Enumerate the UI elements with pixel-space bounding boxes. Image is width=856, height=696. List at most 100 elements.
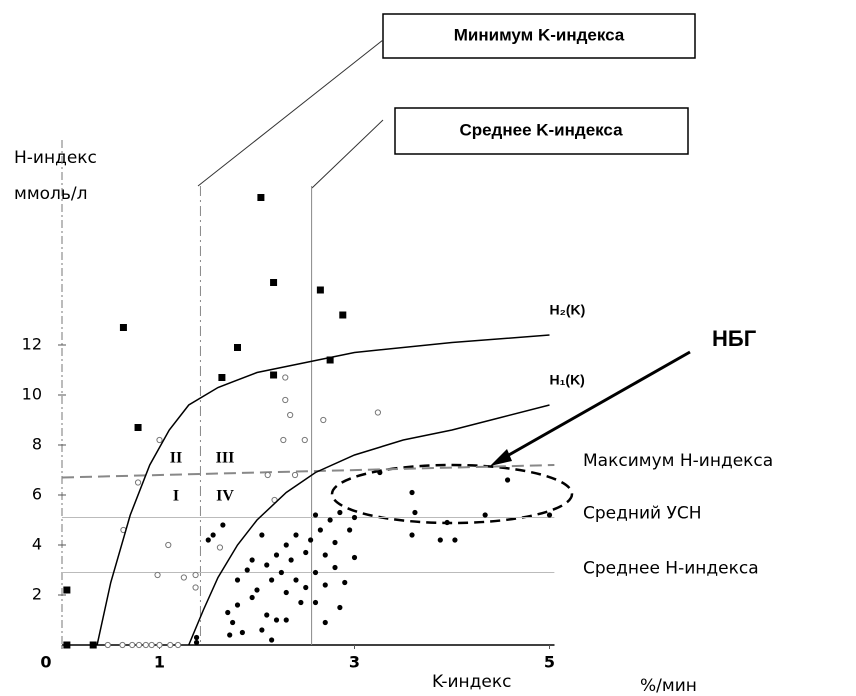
y-axis-label: H-индекс bbox=[14, 148, 97, 168]
region-label: I bbox=[173, 488, 179, 505]
dot-point bbox=[322, 582, 328, 588]
x-tick-label: 1 bbox=[154, 653, 165, 672]
reference-label: Средний УСН bbox=[583, 504, 702, 524]
reference-label: Максимум H-индекса bbox=[583, 451, 773, 471]
open-point bbox=[301, 436, 308, 444]
curve bbox=[188, 404, 550, 646]
square-point bbox=[89, 641, 97, 649]
y-tick-label: 8 bbox=[32, 435, 42, 454]
dot-point bbox=[322, 552, 328, 558]
x-tick-label: 3 bbox=[349, 653, 360, 672]
open-point bbox=[282, 374, 289, 381]
y-tick-label: 6 bbox=[32, 485, 42, 504]
dot-point bbox=[234, 577, 241, 583]
dot-point bbox=[273, 552, 280, 558]
callout-box bbox=[394, 107, 689, 155]
dot-point bbox=[249, 557, 255, 563]
callout-box bbox=[382, 13, 696, 59]
open-point bbox=[156, 641, 163, 649]
region-label: III bbox=[216, 450, 235, 467]
dot-point bbox=[409, 489, 415, 496]
leader-line bbox=[311, 119, 384, 189]
y-tick-label: 12 bbox=[22, 335, 42, 354]
dot-point bbox=[205, 537, 211, 543]
dot-point bbox=[337, 604, 343, 611]
x-tick-label: 5 bbox=[544, 653, 555, 672]
leader-line bbox=[197, 39, 384, 187]
reference-line bbox=[61, 464, 555, 479]
dot-point bbox=[249, 594, 255, 601]
dot-point bbox=[317, 527, 323, 533]
open-point bbox=[154, 571, 161, 579]
dot-point bbox=[283, 542, 289, 548]
dot-point bbox=[283, 617, 289, 623]
dot-point bbox=[239, 629, 245, 636]
open-point bbox=[119, 641, 126, 649]
dot-point bbox=[225, 609, 231, 616]
square-point bbox=[134, 424, 142, 431]
dot-point bbox=[293, 577, 299, 583]
dot-point bbox=[278, 569, 284, 576]
dot-point bbox=[293, 532, 299, 538]
x-tick-label: 0 bbox=[40, 653, 51, 672]
dot-point bbox=[312, 569, 319, 576]
dot-point bbox=[269, 637, 275, 643]
arrow bbox=[499, 350, 691, 462]
region-label: II bbox=[170, 450, 182, 467]
square-point bbox=[63, 586, 71, 594]
square-point bbox=[257, 194, 265, 201]
dot-point bbox=[298, 599, 304, 606]
dot-point bbox=[444, 519, 450, 526]
curve bbox=[96, 334, 550, 646]
annotation: НБГ bbox=[712, 326, 757, 351]
x-axis-label: K-индекс bbox=[432, 672, 512, 692]
dot-point bbox=[504, 477, 511, 483]
dot-point bbox=[283, 589, 289, 596]
dot-point bbox=[234, 602, 241, 608]
open-point bbox=[104, 641, 111, 649]
callout-text: Минимум K-индекса bbox=[454, 25, 625, 44]
dot-point bbox=[437, 537, 443, 543]
dot-point bbox=[259, 627, 265, 633]
open-point bbox=[291, 471, 299, 479]
dot-point bbox=[193, 634, 200, 641]
dot-point bbox=[412, 509, 418, 516]
x-axis-unit: %/мин bbox=[640, 676, 697, 696]
nbg-region bbox=[330, 463, 574, 525]
dot-point bbox=[264, 562, 270, 568]
dot-point bbox=[452, 537, 458, 543]
dot-point bbox=[347, 527, 353, 533]
dot-point bbox=[227, 632, 233, 638]
dot-point bbox=[327, 517, 333, 523]
dot-point bbox=[244, 567, 250, 573]
y-tick-label: 4 bbox=[32, 535, 42, 554]
open-point bbox=[180, 574, 187, 581]
square-point bbox=[234, 344, 241, 351]
square-point bbox=[119, 324, 127, 331]
dot-point bbox=[482, 512, 488, 518]
dot-point bbox=[230, 619, 236, 626]
dot-point bbox=[308, 537, 314, 543]
open-point bbox=[287, 411, 294, 419]
square-point bbox=[326, 356, 334, 364]
dot-point bbox=[264, 612, 270, 618]
dot-point bbox=[546, 512, 553, 518]
dot-point bbox=[259, 532, 265, 538]
open-point bbox=[192, 584, 199, 591]
open-point bbox=[192, 571, 199, 579]
dot-point bbox=[303, 584, 309, 591]
reference-label: Среднее H-индекса bbox=[583, 559, 759, 579]
open-point bbox=[134, 479, 142, 486]
dot-point bbox=[337, 509, 343, 516]
dot-point bbox=[269, 577, 275, 583]
open-point bbox=[167, 641, 174, 649]
dot-point bbox=[273, 617, 280, 623]
dot-point bbox=[303, 549, 309, 556]
square-point bbox=[270, 279, 278, 286]
arrowhead bbox=[490, 449, 512, 466]
dot-point bbox=[351, 514, 358, 521]
callout-text: Среднее K-индекса bbox=[459, 120, 623, 139]
open-point bbox=[165, 541, 172, 549]
curve-label: H₂(K) bbox=[550, 302, 586, 318]
